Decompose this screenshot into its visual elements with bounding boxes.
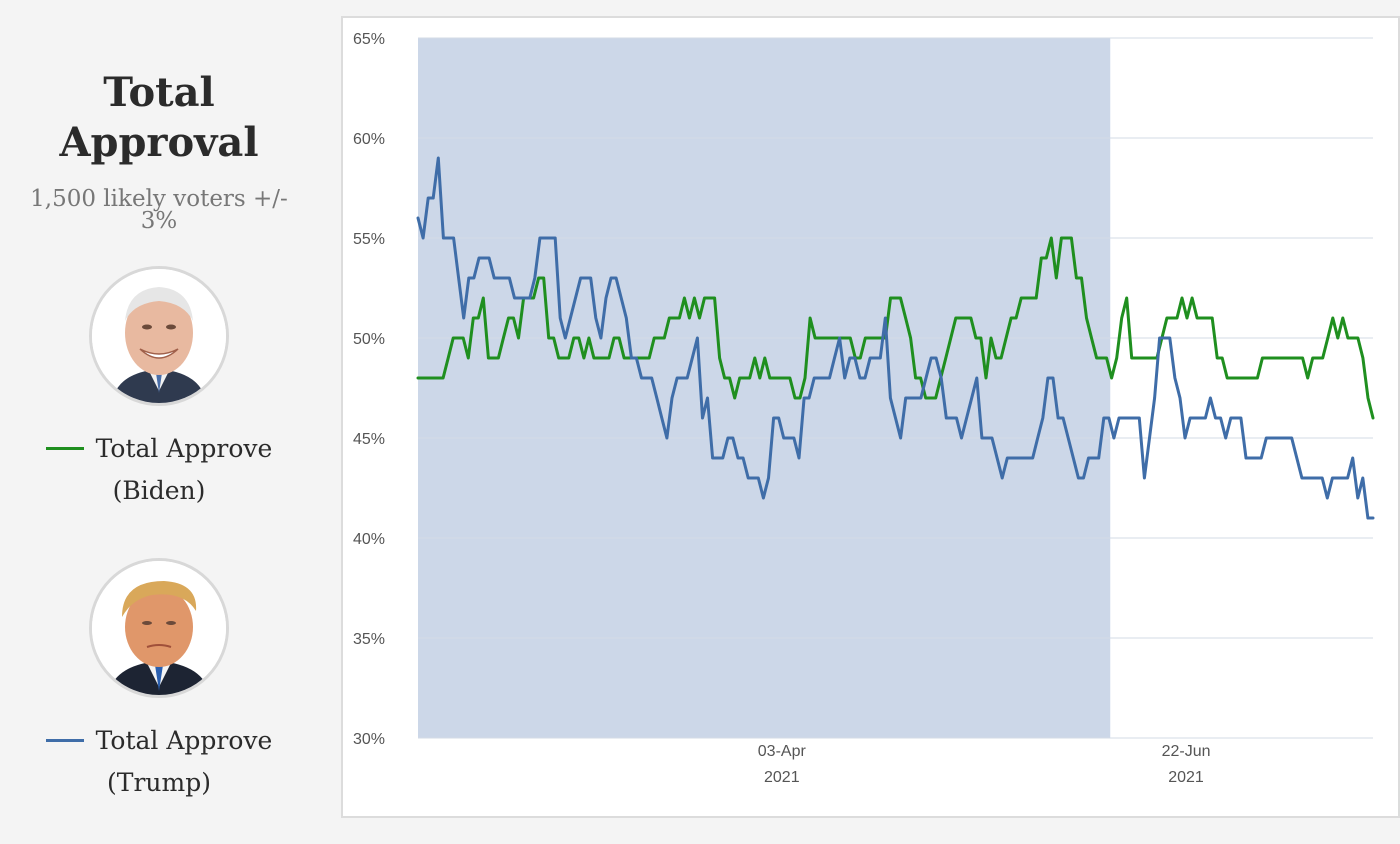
x-tick-year-0: 2021 bbox=[764, 769, 800, 786]
x-tick-label-1: 22-Jun bbox=[1162, 743, 1211, 760]
poll-sample-info: 1,500 likely voters +/- 3% bbox=[30, 186, 288, 234]
biden-avatar bbox=[89, 266, 229, 406]
legend-trump-label-1: Total Approve bbox=[95, 726, 273, 755]
legend-trump: Total Approve (Trump) bbox=[29, 720, 289, 804]
chart-panel: 30% 35% 40% 45% 50% 55% 60% 65% 03-Apr 2021 22-Jun… bbox=[341, 16, 1400, 818]
y-tick-label-30: 30% bbox=[353, 731, 385, 748]
biden-line-swatch bbox=[45, 447, 84, 450]
shaded-period bbox=[418, 38, 1111, 738]
trump-line-swatch bbox=[45, 739, 84, 742]
legend-biden: Total Approve (Biden) bbox=[29, 428, 289, 512]
series-line-biden bbox=[416, 236, 1375, 420]
y-tick-label-60: 60% bbox=[353, 131, 385, 148]
trump-portrait-icon bbox=[92, 561, 226, 695]
y-tick-label-40: 40% bbox=[353, 531, 385, 548]
sidebar: Total Approval 1,500 likely voters +/- 3… bbox=[0, 0, 318, 844]
series-line-trump bbox=[416, 156, 1375, 520]
y-tick-label-50: 50% bbox=[353, 331, 385, 348]
trump-avatar bbox=[89, 558, 229, 698]
y-tick-label-55: 55% bbox=[353, 231, 385, 248]
x-tick-year-1: 2021 bbox=[1168, 769, 1204, 786]
biden-portrait-icon bbox=[92, 269, 226, 403]
approval-line-chart: 30% 35% 40% 45% 50% 55% 60% 65% 03-Apr 2021 22-Jun… bbox=[353, 31, 1375, 786]
y-tick-label-45: 45% bbox=[353, 431, 385, 448]
legend-trump-label-2: (Trump) bbox=[107, 768, 211, 797]
x-tick-label-0: 03-Apr bbox=[758, 743, 807, 760]
legend-biden-label-1: Total Approve bbox=[95, 434, 273, 463]
legend-biden-label-2: (Biden) bbox=[112, 476, 206, 505]
y-tick-label-35: 35% bbox=[353, 631, 385, 648]
page-title: Total Approval bbox=[59, 69, 259, 166]
y-tick-label-65: 65% bbox=[353, 31, 385, 48]
